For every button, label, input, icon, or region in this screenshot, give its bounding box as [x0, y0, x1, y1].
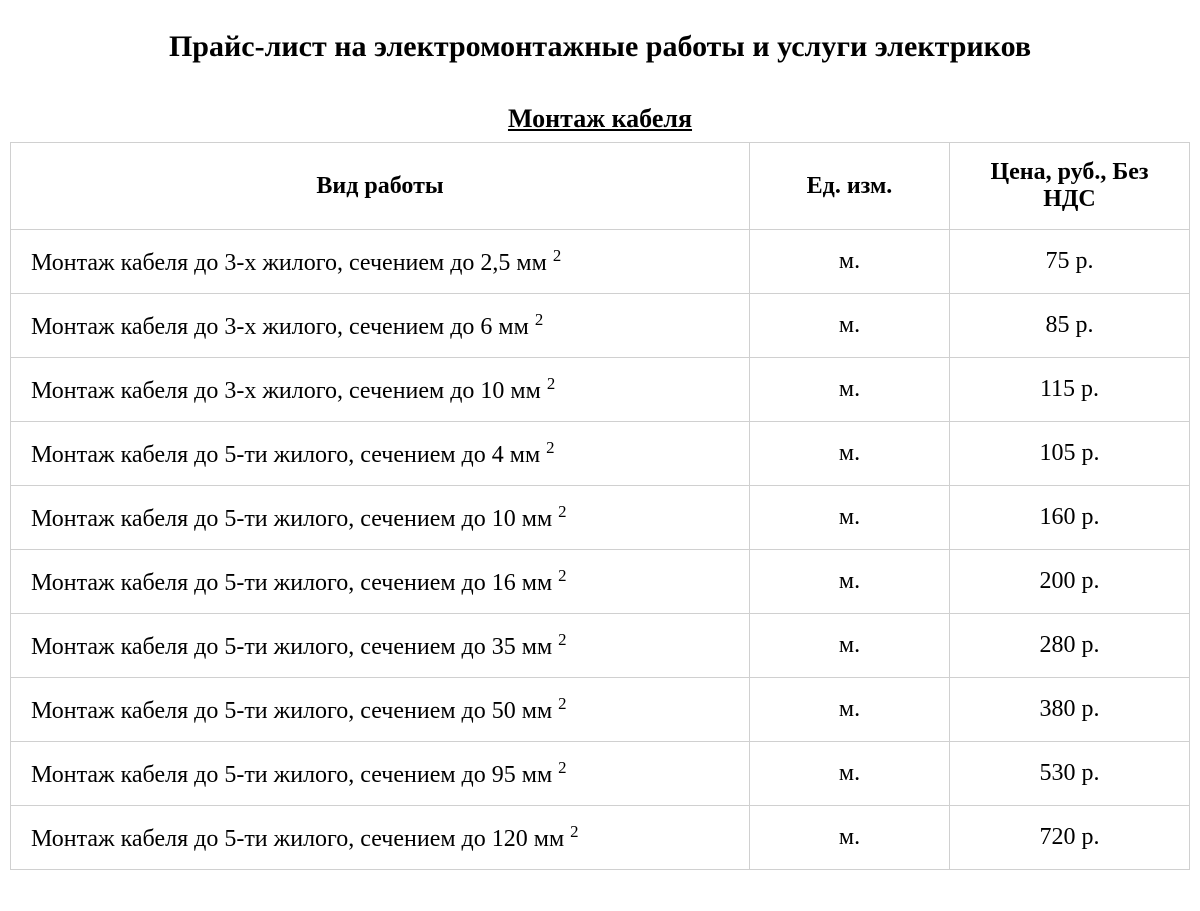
table-row: Монтаж кабеля до 3-х жилого, сечением до…	[11, 294, 1190, 358]
table-row: Монтаж кабеля до 5-ти жилого, сечением д…	[11, 742, 1190, 806]
page-title: Прайс-лист на электромонтажные работы и …	[10, 30, 1190, 64]
cell-price: 200 р.	[950, 550, 1190, 614]
work-superscript: 2	[558, 694, 566, 713]
section-title: Монтаж кабеля	[10, 104, 1190, 134]
work-text: Монтаж кабеля до 3-х жилого, сечением до…	[31, 314, 529, 340]
work-text: Монтаж кабеля до 5-ти жилого, сечением д…	[31, 570, 552, 596]
cell-price: 530 р.	[950, 742, 1190, 806]
cell-work: Монтаж кабеля до 3-х жилого, сечением до…	[11, 294, 750, 358]
cell-work: Монтаж кабеля до 5-ти жилого, сечением д…	[11, 742, 750, 806]
cell-work: Монтаж кабеля до 3-х жилого, сечением до…	[11, 358, 750, 422]
cell-work: Монтаж кабеля до 5-ти жилого, сечением д…	[11, 614, 750, 678]
work-superscript: 2	[558, 502, 566, 521]
work-superscript: 2	[546, 438, 554, 457]
cell-work: Монтаж кабеля до 5-ти жилого, сечением д…	[11, 486, 750, 550]
work-superscript: 2	[553, 246, 561, 265]
work-text: Монтаж кабеля до 5-ти жилого, сечением д…	[31, 442, 540, 468]
cell-work: Монтаж кабеля до 5-ти жилого, сечением д…	[11, 806, 750, 870]
work-superscript: 2	[570, 822, 578, 841]
work-superscript: 2	[558, 758, 566, 777]
cell-price: 105 р.	[950, 422, 1190, 486]
work-superscript: 2	[558, 630, 566, 649]
cell-unit: м.	[750, 614, 950, 678]
work-text: Монтаж кабеля до 5-ти жилого, сечением д…	[31, 826, 564, 852]
table-header-row: Вид работы Ед. изм. Цена, руб., Без НДС	[11, 143, 1190, 230]
price-table: Вид работы Ед. изм. Цена, руб., Без НДС …	[10, 142, 1190, 870]
cell-price: 115 р.	[950, 358, 1190, 422]
cell-price: 160 р.	[950, 486, 1190, 550]
cell-price: 75 р.	[950, 230, 1190, 294]
work-superscript: 2	[535, 310, 543, 329]
cell-work: Монтаж кабеля до 5-ти жилого, сечением д…	[11, 678, 750, 742]
table-row: Монтаж кабеля до 5-ти жилого, сечением д…	[11, 486, 1190, 550]
cell-work: Монтаж кабеля до 3-х жилого, сечением до…	[11, 230, 750, 294]
work-text: Монтаж кабеля до 3-х жилого, сечением до…	[31, 378, 541, 404]
cell-price: 85 р.	[950, 294, 1190, 358]
col-header-work: Вид работы	[11, 143, 750, 230]
col-header-unit: Ед. изм.	[750, 143, 950, 230]
work-text: Монтаж кабеля до 5-ти жилого, сечением д…	[31, 762, 552, 788]
cell-work: Монтаж кабеля до 5-ти жилого, сечением д…	[11, 422, 750, 486]
table-row: Монтаж кабеля до 5-ти жилого, сечением д…	[11, 678, 1190, 742]
table-row: Монтаж кабеля до 3-х жилого, сечением до…	[11, 358, 1190, 422]
work-text: Монтаж кабеля до 5-ти жилого, сечением д…	[31, 698, 552, 724]
table-row: Монтаж кабеля до 5-ти жилого, сечением д…	[11, 422, 1190, 486]
table-row: Монтаж кабеля до 3-х жилого, сечением до…	[11, 230, 1190, 294]
cell-unit: м.	[750, 358, 950, 422]
cell-price: 280 р.	[950, 614, 1190, 678]
work-text: Монтаж кабеля до 3-х жилого, сечением до…	[31, 250, 547, 276]
work-superscript: 2	[558, 566, 566, 585]
cell-price: 720 р.	[950, 806, 1190, 870]
table-row: Монтаж кабеля до 5-ти жилого, сечением д…	[11, 614, 1190, 678]
work-text: Монтаж кабеля до 5-ти жилого, сечением д…	[31, 506, 552, 532]
cell-unit: м.	[750, 806, 950, 870]
cell-unit: м.	[750, 742, 950, 806]
cell-work: Монтаж кабеля до 5-ти жилого, сечением д…	[11, 550, 750, 614]
cell-unit: м.	[750, 678, 950, 742]
table-row: Монтаж кабеля до 5-ти жилого, сечением д…	[11, 550, 1190, 614]
cell-unit: м.	[750, 486, 950, 550]
work-superscript: 2	[547, 374, 555, 393]
table-row: Монтаж кабеля до 5-ти жилого, сечением д…	[11, 806, 1190, 870]
cell-price: 380 р.	[950, 678, 1190, 742]
col-header-price: Цена, руб., Без НДС	[950, 143, 1190, 230]
cell-unit: м.	[750, 230, 950, 294]
cell-unit: м.	[750, 422, 950, 486]
work-text: Монтаж кабеля до 5-ти жилого, сечением д…	[31, 634, 552, 660]
cell-unit: м.	[750, 550, 950, 614]
cell-unit: м.	[750, 294, 950, 358]
